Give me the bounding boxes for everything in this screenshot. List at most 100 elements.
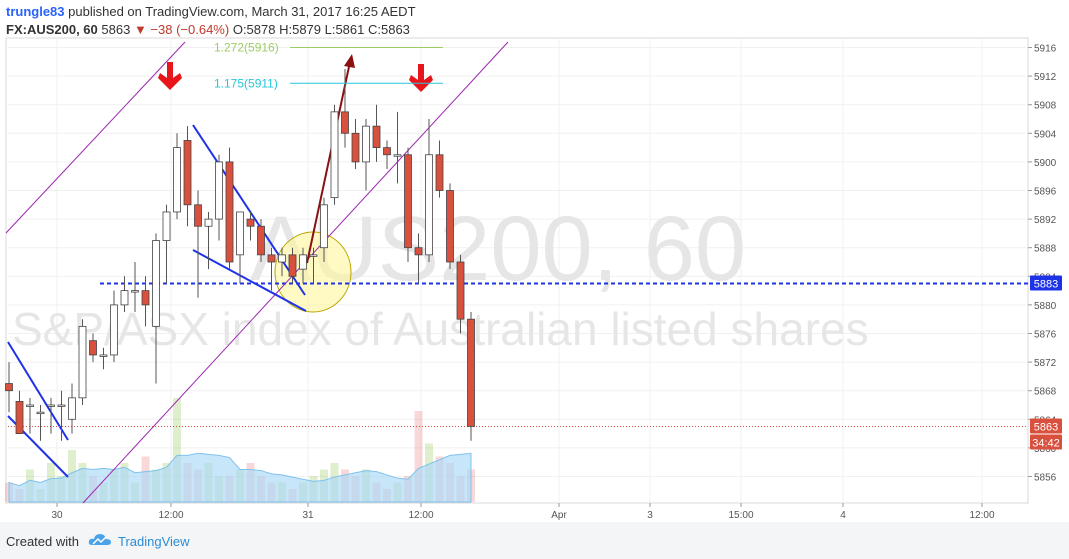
price-badge-countdown: 34:42: [1030, 434, 1062, 450]
candle: [467, 312, 475, 441]
candle: [288, 247, 297, 284]
candle-body: [425, 154, 433, 256]
candle-body: [173, 147, 181, 213]
candle: [351, 119, 360, 170]
time-tick-label: 15:00: [728, 510, 753, 521]
candle-body: [362, 125, 370, 163]
price-tick-label: 5856: [1034, 473, 1057, 484]
price-badge-support: 5883: [1030, 275, 1062, 291]
candle-body: [299, 254, 307, 270]
candle-body: [341, 111, 349, 134]
time-tick-label: 12:00: [408, 510, 433, 521]
channel-upper-line: [5, 41, 186, 234]
candle-body: [267, 254, 276, 263]
published-text: published on TradingView.com, March 31, …: [68, 4, 416, 19]
candle-body: [5, 383, 13, 392]
candle: [330, 104, 339, 205]
candle-body: [414, 247, 423, 256]
candle: [320, 197, 328, 262]
candle: [215, 154, 223, 241]
publish-line: trungle83 published on TradingView.com, …: [6, 4, 416, 20]
fib-level-label: 1.272(5916): [214, 41, 279, 55]
candle-body: [141, 290, 150, 306]
candle: [404, 147, 412, 262]
price-tick-label: 5908: [1034, 101, 1057, 112]
price-tick-label: 5892: [1034, 215, 1057, 226]
fib-levels: 1.272(5916) 1.175(5911): [214, 41, 443, 90]
candle-body: [446, 190, 454, 263]
candle: [141, 276, 150, 327]
volume-bar: [414, 411, 423, 502]
down-arrow-icon: [158, 62, 182, 90]
candle: [204, 211, 213, 270]
candle: [267, 247, 276, 291]
candle: [5, 362, 13, 413]
symbol-label: FX:AUS200, 60: [6, 22, 98, 37]
price-tick-label: 5912: [1034, 72, 1057, 83]
candle: [173, 133, 181, 220]
candle-body: [288, 254, 297, 277]
price-tick-label: 5904: [1034, 129, 1057, 140]
time-tick-label: 31: [302, 510, 314, 521]
candle-body: [225, 161, 234, 263]
candle: [194, 190, 202, 298]
projection-arrow-shaft: [306, 61, 351, 264]
candle: [183, 126, 192, 227]
candle: [341, 68, 349, 148]
price-tick-label: 5868: [1034, 387, 1057, 398]
candle: [456, 254, 465, 334]
candle-body: [194, 204, 202, 227]
price-badge-bg: [1030, 275, 1062, 291]
candle-body: [152, 240, 160, 327]
candle-body: [320, 204, 328, 249]
price-tick-label: 5872: [1034, 358, 1057, 369]
price-change: ▼ −38 (−0.64%): [133, 22, 230, 37]
candle-body: [456, 261, 465, 320]
candle: [89, 333, 97, 363]
candle-body: [393, 154, 402, 157]
candle: [383, 140, 391, 170]
time-tick-label: 12:00: [158, 510, 183, 521]
publisher-name[interactable]: trungle83: [6, 4, 65, 19]
candle: [99, 347, 108, 370]
trend-line: [192, 249, 307, 312]
cloud-logo-icon: [88, 534, 111, 545]
price-axis[interactable]: 5856586058645868587258765880588458885892…: [1028, 44, 1062, 484]
candle-body: [183, 140, 192, 206]
candle-body: [330, 111, 339, 199]
candle-body: [236, 211, 244, 256]
watermark-description: S&P/ASX index of Australian listed share…: [12, 303, 869, 355]
candle: [372, 104, 381, 162]
volume-average-area: [8, 452, 472, 503]
time-axis[interactable]: 30 12:00 31 12:00 Apr 3 15:00 4 12:00: [51, 503, 995, 521]
price-tick-label: 5900: [1034, 158, 1057, 169]
candle: [236, 211, 244, 284]
price-tick-label: 5876: [1034, 330, 1057, 341]
candle-body: [68, 397, 76, 420]
brand-link[interactable]: TradingView: [118, 534, 190, 549]
last-price: 5863: [101, 22, 131, 37]
down-arrow-icon: [409, 64, 433, 92]
candle-body: [467, 318, 475, 427]
candle-body: [57, 404, 66, 407]
candle: [36, 405, 45, 441]
candle: [299, 247, 307, 284]
candle: [435, 140, 444, 198]
candle: [120, 276, 129, 313]
candle: [414, 233, 423, 284]
price-badge-bg: [1030, 418, 1062, 434]
candle-body: [110, 304, 118, 356]
candle: [131, 262, 139, 313]
candle: [47, 397, 55, 434]
candle-body: [246, 218, 255, 227]
candle-body: [215, 161, 223, 220]
candle-body: [47, 404, 55, 407]
candle: [446, 183, 454, 270]
chart-canvas[interactable]: AUS200, 60 S&P/ASX index of Australian l…: [0, 0, 1069, 522]
candle-body: [89, 340, 97, 356]
price-badge-label: 34:42: [1032, 437, 1060, 449]
price-tick-label: 5880: [1034, 301, 1057, 312]
trend-line: [192, 124, 306, 296]
created-with-label: Created with: [6, 534, 79, 549]
candle: [425, 119, 433, 262]
